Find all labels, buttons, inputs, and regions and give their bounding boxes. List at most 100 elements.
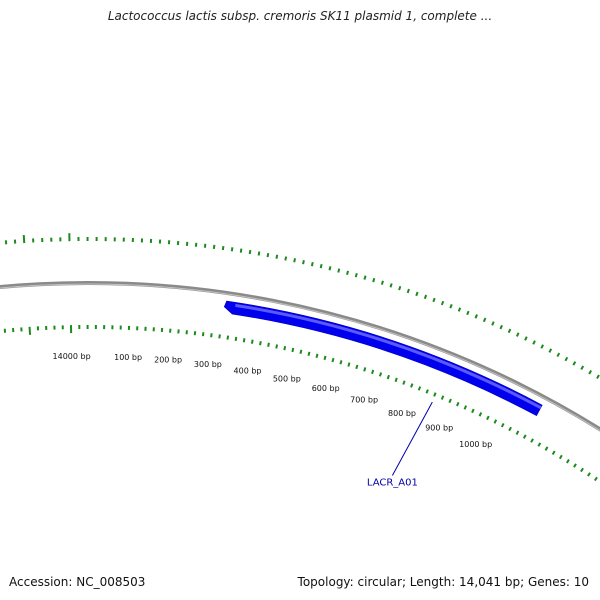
outer-tick <box>319 264 323 269</box>
accession-text: Accession: NC_008503 <box>9 575 146 589</box>
backbone-highlight <box>0 283 600 432</box>
inner-tick <box>508 426 512 432</box>
inner-tick <box>291 347 295 353</box>
outer-tick <box>524 336 528 341</box>
ruler-label: 500 bp <box>273 374 301 383</box>
ruler-label: 800 bp <box>388 409 416 418</box>
outer-tick <box>596 374 600 379</box>
outer-tick <box>389 283 393 288</box>
outer-tick <box>406 288 410 294</box>
outer-tick <box>415 291 419 297</box>
inner-tick <box>573 463 577 468</box>
inner-tick <box>587 472 591 477</box>
gene-labels: LACR_A01 <box>367 401 433 489</box>
outer-tick <box>423 294 428 300</box>
outer-tick <box>22 234 26 244</box>
outer-tick <box>491 321 495 326</box>
outer-tick <box>432 297 436 303</box>
inner-tick <box>315 353 319 358</box>
inner-tick <box>522 434 527 439</box>
ruler-label: 100 bp <box>114 353 142 362</box>
inner-tick <box>226 335 230 340</box>
map-title: Lactococcus lactis subsp. cremoris SK11 … <box>107 9 493 23</box>
inner-tick <box>440 395 445 400</box>
inner-tick <box>386 374 390 380</box>
inner-tick <box>425 389 429 394</box>
outer-tick <box>588 369 592 375</box>
outer-tick <box>515 332 520 337</box>
outer-tick <box>564 356 569 362</box>
ruler-label: 14000 bp <box>53 352 91 361</box>
inner-tick <box>580 467 584 473</box>
ruler-label: 900 bp <box>425 424 453 433</box>
outer-tick <box>440 300 445 306</box>
inner-tick <box>558 454 563 460</box>
inner-tick <box>537 442 542 447</box>
inner-tick <box>323 355 327 361</box>
gene-label-leader <box>391 401 433 476</box>
inner-tick <box>331 357 335 363</box>
outer-tick <box>580 365 585 370</box>
ruler-label: 400 bp <box>234 366 262 375</box>
inner-tick <box>267 342 270 347</box>
outer-tick <box>328 266 332 271</box>
inner-tick <box>448 398 452 404</box>
outer-tick <box>466 310 470 316</box>
summary-text: Topology: circular; Length: 14,041 bp; G… <box>297 575 589 589</box>
outer-tick <box>346 270 350 276</box>
inner-tick-ring <box>3 325 598 482</box>
outer-tick <box>449 304 453 309</box>
inner-tick <box>275 344 279 349</box>
outer-tick <box>248 249 252 255</box>
inner-tick <box>433 392 437 397</box>
gene-layer <box>223 300 543 417</box>
outer-tick <box>302 260 305 265</box>
inner-tick <box>410 383 414 388</box>
inner-tick <box>463 405 468 410</box>
gene-label[interactable]: LACR_A01 <box>367 478 418 489</box>
inner-tick <box>500 422 505 428</box>
inner-tick <box>486 415 490 421</box>
inner-tick <box>283 345 287 351</box>
outer-tick <box>293 258 296 263</box>
outer-tick <box>556 352 561 358</box>
inner-tick <box>234 336 238 342</box>
ruler-label: 1000 bp <box>459 440 492 449</box>
inner-tick <box>339 360 343 365</box>
outer-tick <box>310 261 314 267</box>
outer-tick <box>337 268 341 273</box>
gene-feature[interactable] <box>223 300 543 417</box>
outer-tick <box>457 307 462 312</box>
inner-tick <box>307 351 311 356</box>
outer-tick <box>257 251 261 256</box>
inner-tick <box>593 476 598 482</box>
outer-tick <box>230 247 234 252</box>
inner-tick <box>478 412 483 417</box>
ruler-label: 200 bp <box>154 356 182 365</box>
outer-tick <box>363 275 367 280</box>
inner-tick <box>394 377 398 383</box>
inner-tick <box>210 333 213 338</box>
inner-tick <box>544 446 549 451</box>
outer-tick <box>239 248 243 253</box>
inner-tick <box>259 341 262 346</box>
ruler-label: 300 bp <box>194 360 222 369</box>
outer-tick <box>499 324 503 330</box>
outer-tick <box>532 340 536 345</box>
inner-tick <box>347 362 351 367</box>
inner-tick <box>250 339 254 344</box>
outer-tick <box>212 244 216 249</box>
inner-tick <box>378 372 383 377</box>
outer-tick <box>482 317 487 323</box>
ruler-labels: 14000 bp 100 bp 200 bp 300 bp 400 bp 500 bp 60… <box>53 352 493 449</box>
inner-tick <box>515 430 520 435</box>
outer-tick <box>474 314 478 319</box>
backbone-layer <box>0 281 600 432</box>
inner-tick <box>471 408 475 414</box>
inner-tick <box>551 450 556 456</box>
inner-tick <box>493 419 498 424</box>
inner-tick <box>566 459 570 464</box>
backbone-arc <box>0 281 600 432</box>
outer-tick-ring <box>4 233 600 379</box>
